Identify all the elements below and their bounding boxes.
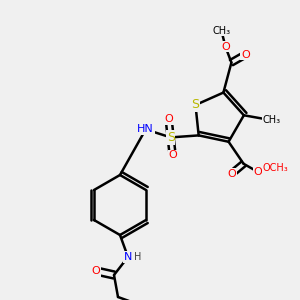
Text: H: H xyxy=(134,252,142,262)
Text: O: O xyxy=(221,42,230,52)
Text: O: O xyxy=(253,167,262,177)
Text: O: O xyxy=(92,266,100,276)
Text: CH₃: CH₃ xyxy=(263,115,281,125)
Text: O: O xyxy=(227,169,236,179)
Text: CH₃: CH₃ xyxy=(212,26,230,36)
Text: O: O xyxy=(168,150,177,161)
Text: N: N xyxy=(124,252,132,262)
Text: S: S xyxy=(167,131,175,144)
Text: S: S xyxy=(191,98,200,112)
Text: O: O xyxy=(241,50,250,60)
Text: OCH₃: OCH₃ xyxy=(263,163,289,173)
Text: O: O xyxy=(164,114,173,124)
Text: HN: HN xyxy=(137,124,154,134)
